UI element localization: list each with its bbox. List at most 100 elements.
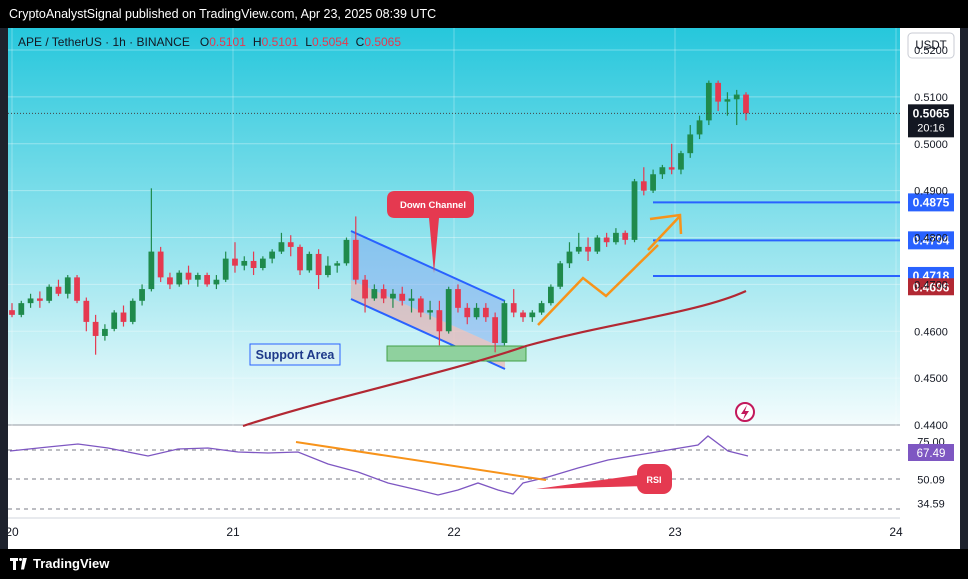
candle[interactable] xyxy=(640,167,647,196)
candle[interactable] xyxy=(18,300,25,318)
candle[interactable] xyxy=(325,256,331,278)
moving-average-line[interactable] xyxy=(242,289,747,428)
candle[interactable] xyxy=(436,300,443,346)
candle[interactable] xyxy=(111,310,118,332)
rsi-line[interactable] xyxy=(9,435,749,496)
candle[interactable] xyxy=(399,286,406,306)
candle[interactable] xyxy=(557,260,564,290)
projection-arrow-head[interactable] xyxy=(649,213,683,235)
candle[interactable] xyxy=(538,300,545,315)
candle[interactable] xyxy=(733,89,740,126)
candle[interactable] xyxy=(297,244,303,276)
candle[interactable] xyxy=(194,272,201,287)
candle[interactable] xyxy=(585,237,591,261)
candle-body xyxy=(529,312,536,318)
candle[interactable] xyxy=(334,260,341,273)
candle[interactable] xyxy=(417,296,424,318)
candle[interactable] xyxy=(492,312,499,353)
candle[interactable] xyxy=(232,242,238,273)
candle-body xyxy=(445,289,452,332)
candle[interactable] xyxy=(36,291,43,308)
candle[interactable] xyxy=(408,289,415,313)
candle[interactable] xyxy=(176,270,183,287)
candle[interactable] xyxy=(278,232,285,254)
candle[interactable] xyxy=(352,216,359,285)
candle[interactable] xyxy=(603,232,610,247)
candle[interactable] xyxy=(613,228,619,245)
candle[interactable] xyxy=(222,251,229,283)
candle[interactable] xyxy=(455,284,461,313)
support-area-box[interactable] xyxy=(249,343,341,366)
candle[interactable] xyxy=(520,310,526,322)
candle[interactable] xyxy=(139,284,145,306)
candle[interactable] xyxy=(259,256,266,271)
candle[interactable] xyxy=(482,303,489,322)
candle[interactable] xyxy=(269,249,276,264)
rsi-callout-bubble[interactable] xyxy=(637,464,672,494)
currency-button[interactable] xyxy=(907,32,955,59)
candle[interactable] xyxy=(705,80,712,126)
candle[interactable] xyxy=(622,230,629,245)
candle[interactable] xyxy=(743,92,749,121)
candle[interactable] xyxy=(445,286,452,334)
candle[interactable] xyxy=(157,246,164,283)
candle[interactable] xyxy=(241,256,248,271)
candle[interactable] xyxy=(167,272,173,290)
candle[interactable] xyxy=(687,125,694,158)
candle[interactable] xyxy=(27,293,34,308)
candle-body xyxy=(622,232,629,240)
projection-path-lower[interactable] xyxy=(537,244,659,326)
candle[interactable] xyxy=(343,237,350,266)
candle[interactable] xyxy=(74,275,80,304)
candle[interactable] xyxy=(250,251,257,276)
candle[interactable] xyxy=(464,303,471,325)
candle[interactable] xyxy=(473,303,480,320)
candle[interactable] xyxy=(204,272,210,287)
candle[interactable] xyxy=(668,143,675,175)
candle[interactable] xyxy=(362,275,368,313)
candle[interactable] xyxy=(575,232,582,254)
candle[interactable] xyxy=(715,80,722,111)
candle[interactable] xyxy=(724,92,731,116)
candle[interactable] xyxy=(659,164,666,179)
candle[interactable] xyxy=(213,275,220,290)
time-axis[interactable]: 20 21 22 23 24 xyxy=(5,525,903,539)
candle[interactable] xyxy=(529,310,536,322)
candle[interactable] xyxy=(650,169,656,194)
candle[interactable] xyxy=(315,249,322,290)
candle[interactable] xyxy=(631,178,638,243)
candle[interactable] xyxy=(46,284,53,304)
candle[interactable] xyxy=(55,279,62,297)
down-channel-callout[interactable] xyxy=(387,191,474,273)
candle[interactable] xyxy=(9,303,15,318)
rsi-divergence-line-orange[interactable] xyxy=(295,441,547,481)
candle[interactable] xyxy=(148,188,155,292)
candle[interactable] xyxy=(92,314,99,355)
candle[interactable] xyxy=(120,305,127,327)
tradingview-brand[interactable]: TradingView xyxy=(10,556,109,571)
candle[interactable] xyxy=(371,284,378,301)
candle[interactable] xyxy=(83,297,90,332)
candle[interactable] xyxy=(594,235,601,254)
candle[interactable] xyxy=(427,300,433,320)
candle[interactable] xyxy=(501,300,508,346)
candle[interactable] xyxy=(390,289,396,308)
down-channel-upper-line[interactable] xyxy=(350,230,506,302)
candle[interactable] xyxy=(696,115,703,140)
price-axis[interactable]: 0.52000.51000.50000.49000.48000.47000.46… xyxy=(914,45,948,432)
candle[interactable] xyxy=(306,251,313,273)
candle[interactable] xyxy=(64,275,71,299)
projection-arrow-shaft[interactable] xyxy=(647,215,681,251)
candle[interactable] xyxy=(102,324,108,341)
candle[interactable] xyxy=(380,284,387,304)
candle[interactable] xyxy=(287,235,294,257)
candle[interactable] xyxy=(548,284,554,306)
candle[interactable] xyxy=(129,298,136,325)
rsi-tick: 34.59 xyxy=(917,498,945,510)
candle[interactable] xyxy=(185,265,192,285)
down-channel-top-half[interactable] xyxy=(351,231,505,349)
candle[interactable] xyxy=(678,150,684,175)
candle[interactable] xyxy=(566,242,573,268)
candle[interactable] xyxy=(510,289,517,318)
